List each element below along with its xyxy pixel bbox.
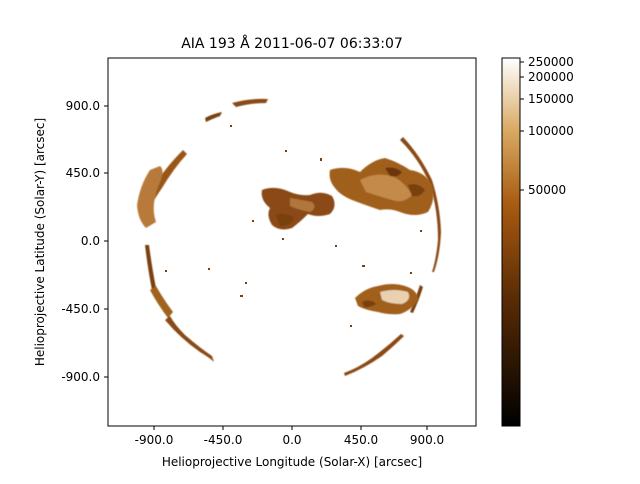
- y-tick-label: -450.0: [61, 302, 100, 316]
- x-tick-label: -900.0: [135, 433, 174, 447]
- active-region-central: [261, 187, 335, 230]
- y-tick-label: -900.0: [61, 370, 100, 384]
- plot-title: AIA 193 Å 2011-06-07 06:33:07: [181, 35, 403, 52]
- active-region-southwest: [355, 284, 418, 315]
- y-tick-label: 0.0: [81, 234, 100, 248]
- x-axis-label: Helioprojective Longitude (Solar-X) [arc…: [162, 455, 422, 469]
- x-tick-label: -450.0: [204, 433, 243, 447]
- solar-limb-features: [137, 98, 441, 376]
- y-tick-label: 900.0: [66, 99, 100, 113]
- colorbar-gradient: [501, 57, 521, 427]
- y-tick-label: 450.0: [66, 166, 100, 180]
- colorbar-tick-label: 150000: [528, 92, 574, 106]
- active-region-northwest: [329, 158, 434, 215]
- x-axis: -900.0 -450.0 0.0 450.0 900.0 Helioproje…: [135, 426, 444, 469]
- plot-area: [107, 57, 477, 427]
- x-tick-label: 450.0: [344, 433, 378, 447]
- colorbar-tick-label: 200000: [528, 70, 574, 84]
- colorbar-tick-label: 50000: [528, 183, 566, 197]
- colorbar-tick-label: 250000: [528, 55, 574, 69]
- y-axis-label: Helioprojective Latitude (Solar-Y) [arcs…: [33, 118, 47, 366]
- x-tick-label: 900.0: [410, 433, 444, 447]
- scattered-emission: [165, 125, 422, 327]
- colorbar: 250000 200000 150000 100000 50000: [501, 55, 574, 427]
- y-axis: 900.0 450.0 0.0 -450.0 -900.0 Helioproje…: [33, 99, 108, 384]
- colorbar-tick-label: 100000: [528, 124, 574, 138]
- x-tick-label: 0.0: [282, 433, 301, 447]
